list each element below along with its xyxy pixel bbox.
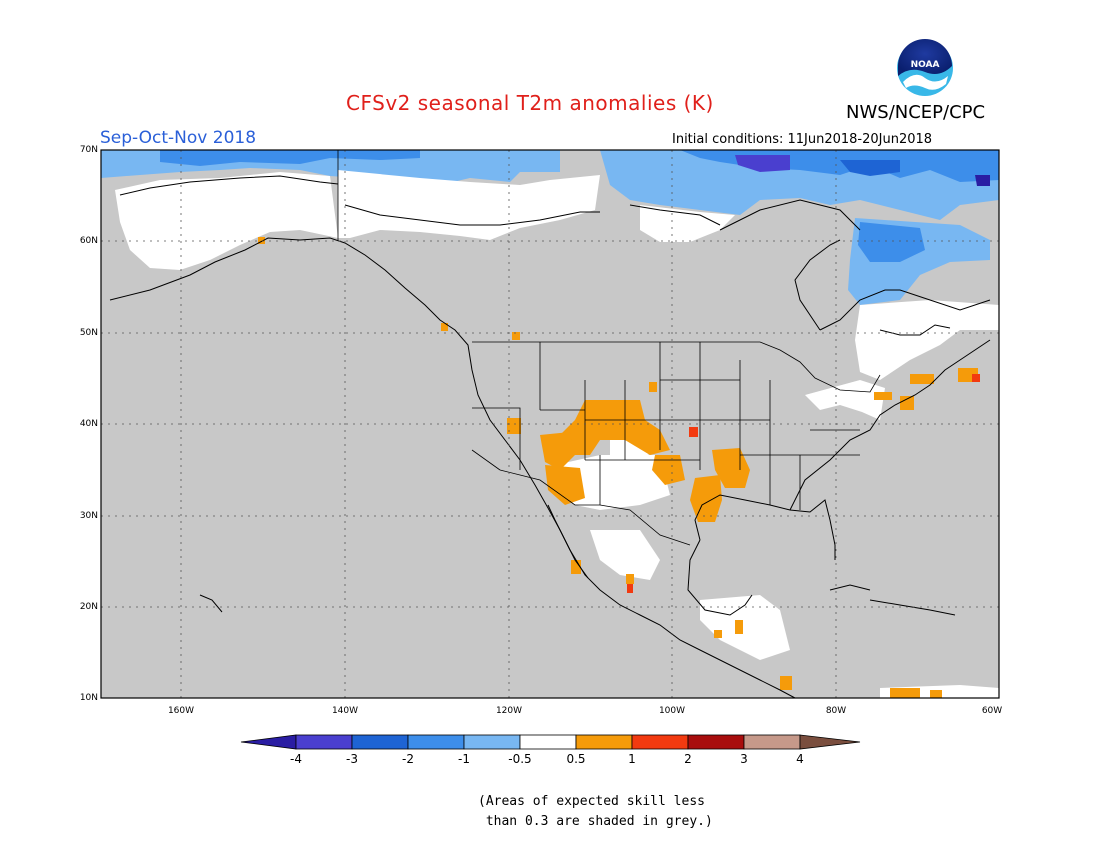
colorbar-tick-label: -3 [346, 752, 358, 766]
logo-text: NOAA [911, 60, 940, 70]
colorbar-tick-label: -2 [402, 752, 414, 766]
skill-note: (Areas of expected skill less than 0.3 a… [478, 792, 713, 832]
lon-label: 100W [658, 706, 686, 716]
lon-label: 60W [981, 706, 1003, 716]
lat-label: 20N [79, 602, 98, 612]
lon-label: 120W [495, 706, 523, 716]
colorbar-tick-label: 3 [740, 752, 748, 766]
lat-label: 50N [79, 328, 98, 338]
coastlines [109, 175, 991, 699]
colorbar-tick-label: 2 [684, 752, 692, 766]
colorbar-low-triangle [240, 734, 297, 750]
lon-label: 140W [331, 706, 359, 716]
borders [337, 150, 881, 546]
colorbar-cell [631, 734, 689, 750]
colorbar-high-triangle [799, 734, 861, 750]
colorbar-tick-label: -1 [458, 752, 470, 766]
lat-label: 10N [79, 693, 98, 703]
colorbar-tick-label: 4 [796, 752, 804, 766]
agency-label: NWS/NCEP/CPC [846, 102, 986, 123]
cold-anomaly-areas [101, 150, 999, 566]
colorbar-tick-label: 0.5 [566, 752, 586, 766]
colorbar-tick-label: 1 [628, 752, 636, 766]
warm-anomaly-areas [258, 237, 980, 698]
lat-label: 60N [79, 236, 98, 246]
skill-note-line2: than 0.3 are shaded in grey.) [478, 814, 713, 829]
colorbar-cell [407, 734, 465, 750]
lon-label: 160W [167, 706, 195, 716]
skill-note-line1: (Areas of expected skill less [478, 794, 705, 809]
graticule [101, 150, 999, 698]
colorbar-cell [295, 734, 353, 750]
chart-title: CFSv2 seasonal T2m anomalies (K) [346, 91, 714, 115]
lat-label: 70N [79, 145, 98, 155]
lat-label: 40N [79, 419, 98, 429]
colorbar-cell [351, 734, 409, 750]
colorbar [240, 734, 861, 750]
lat-label: 30N [79, 511, 98, 521]
noaa-logo: NOAA [895, 38, 955, 98]
colorbar-cell [743, 734, 801, 750]
season-label: Sep-Oct-Nov 2018 [100, 128, 257, 148]
colorbar-cell [519, 734, 577, 750]
colorbar-tick-label: -4 [290, 752, 302, 766]
lon-label: 80W [825, 706, 847, 716]
colorbar-cell [463, 734, 521, 750]
colorbar-tick-label: -0.5 [508, 752, 532, 766]
map-frame [100, 149, 1000, 699]
initial-conditions: Initial conditions: 11Jun2018-20Jun2018 [672, 132, 933, 147]
colorbar-cell [575, 734, 633, 750]
colorbar-cell [687, 734, 745, 750]
